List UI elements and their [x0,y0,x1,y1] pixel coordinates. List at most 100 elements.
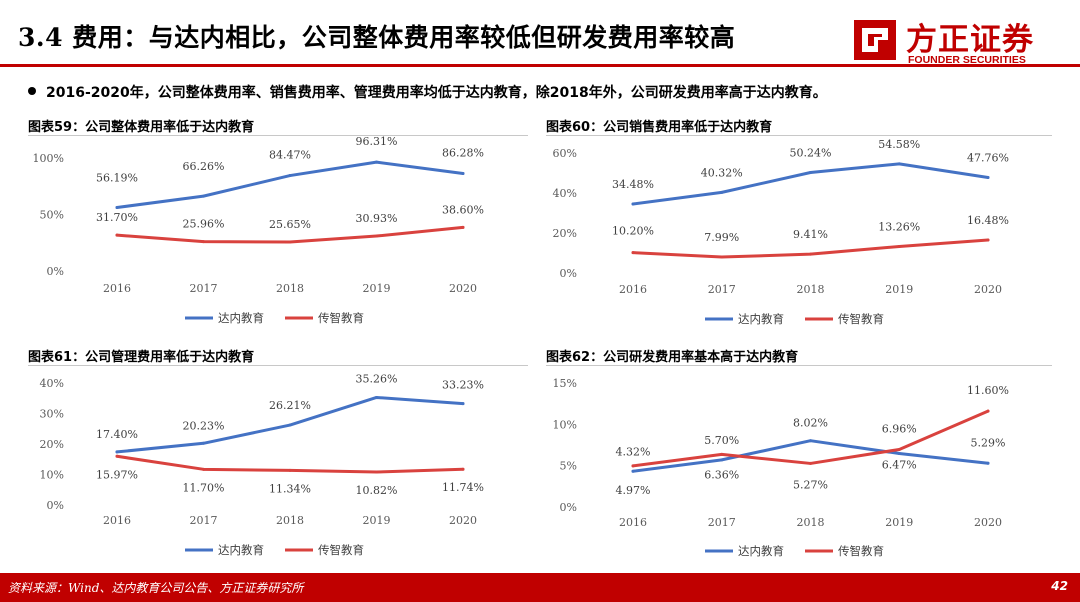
data-label: 10.20% [612,225,654,238]
x-tick-label: 2020 [449,282,477,295]
chart-title-62: 图表62：公司研发费用率基本高于达内教育 [546,350,799,365]
data-point [631,251,635,255]
legend-label: 传智教育 [318,311,364,325]
x-tick-label: 2019 [363,514,391,527]
data-point [375,395,378,399]
y-tick-label: 0% [47,265,64,278]
data-label: 11.60% [967,384,1009,397]
data-point [809,252,812,256]
legend-label: 达内教育 [738,312,784,326]
data-point [897,447,901,451]
footer-bar: 资料来源：Wind、达内教育公司公告、方正证券研究所 42 [0,573,1080,602]
chart-title-60: 图表60：公司销售费用率低于达内教育 [546,120,773,135]
page-title: 3.4 费用：与达内相比，公司整体费用率较低但研发费用率较高 [18,23,736,52]
data-label: 5.70% [704,434,739,447]
data-label: 10.82% [356,484,398,497]
x-tick-label: 2019 [885,283,913,296]
data-point [288,174,292,178]
data-point [288,240,292,244]
y-tick-label: 20% [553,227,577,240]
data-point [986,238,990,242]
x-tick-label: 2016 [619,283,647,296]
data-label: 35.26% [356,372,398,385]
chart-title-rule [28,365,528,366]
data-label: 11.34% [269,482,311,495]
y-tick-label: 15% [553,377,577,390]
legend-label: 传智教育 [838,544,884,558]
data-point [986,175,990,179]
data-label: 40.32% [701,166,743,179]
logo-english-name: FOUNDER SECURITIES [908,54,1026,66]
data-label: 33.23% [442,379,484,392]
data-point [375,470,378,474]
data-point [809,171,812,175]
summary-text: 2016-2020年，公司整体费用率、销售费用率、管理费用率均低于达内教育，除2… [46,85,827,101]
x-tick-label: 2017 [190,514,218,527]
x-tick-label: 2019 [885,516,913,529]
data-label: 26.21% [269,399,311,412]
data-point [375,160,378,164]
data-point [461,225,465,229]
data-point [986,461,990,465]
data-point [202,441,205,445]
x-tick-label: 2020 [974,516,1002,529]
chart-title-rule [546,365,1052,366]
founder-logo-icon [854,20,896,60]
x-tick-label: 2017 [190,282,218,295]
data-point [115,454,119,458]
data-point [897,162,901,166]
header-divider [0,64,1080,67]
data-label: 20.23% [183,419,225,432]
data-label: 11.74% [442,481,484,494]
page-number: 42 [1051,579,1068,593]
data-point [986,409,990,413]
data-point [897,244,901,248]
founder-logo: 方正证券 FOUNDER SECURITIES [850,14,1065,68]
data-label: 30.93% [356,212,398,225]
logo-chinese-name: 方正证券 [906,22,1034,58]
x-tick-label: 2020 [974,283,1002,296]
x-tick-label: 2018 [276,282,304,295]
data-label: 50.24% [790,147,832,160]
data-point [202,194,205,198]
data-point [461,467,465,471]
data-point [202,467,205,471]
x-tick-label: 2019 [363,282,391,295]
x-tick-label: 2016 [103,282,131,295]
data-label: 34.48% [612,178,654,191]
data-label: 9.41% [793,228,828,241]
chart-title-59: 图表59：公司整体费用率低于达内教育 [28,120,255,135]
data-label: 6.36% [704,468,739,481]
data-point [720,190,724,194]
x-tick-label: 2017 [708,516,736,529]
data-label: 38.60% [442,203,484,216]
data-label: 56.19% [96,172,138,185]
y-tick-label: 60% [553,147,577,160]
data-point [720,452,724,456]
data-point [288,468,292,472]
legend-label: 传智教育 [318,543,364,557]
y-tick-label: 0% [560,267,577,280]
data-label: 7.99% [704,231,739,244]
legend-label: 达内教育 [738,544,784,558]
chart-title-61: 图表61：公司管理费用率低于达内教育 [28,350,255,365]
data-point [461,172,465,176]
data-label: 86.28% [442,147,484,160]
data-label: 54.58% [878,138,920,151]
data-label: 5.27% [793,478,828,491]
legend-label: 传智教育 [838,312,884,326]
y-tick-label: 40% [553,187,577,200]
x-tick-label: 2020 [449,514,477,527]
y-tick-label: 40% [40,377,64,390]
data-point [115,206,119,210]
data-point [631,469,635,473]
data-label: 16.48% [967,214,1009,227]
data-point [809,439,812,443]
legend-label: 达内教育 [218,311,264,325]
x-tick-label: 2018 [797,516,825,529]
data-point [720,458,724,462]
y-tick-label: 5% [560,460,577,473]
data-point [115,450,119,454]
data-label: 47.76% [967,151,1009,164]
